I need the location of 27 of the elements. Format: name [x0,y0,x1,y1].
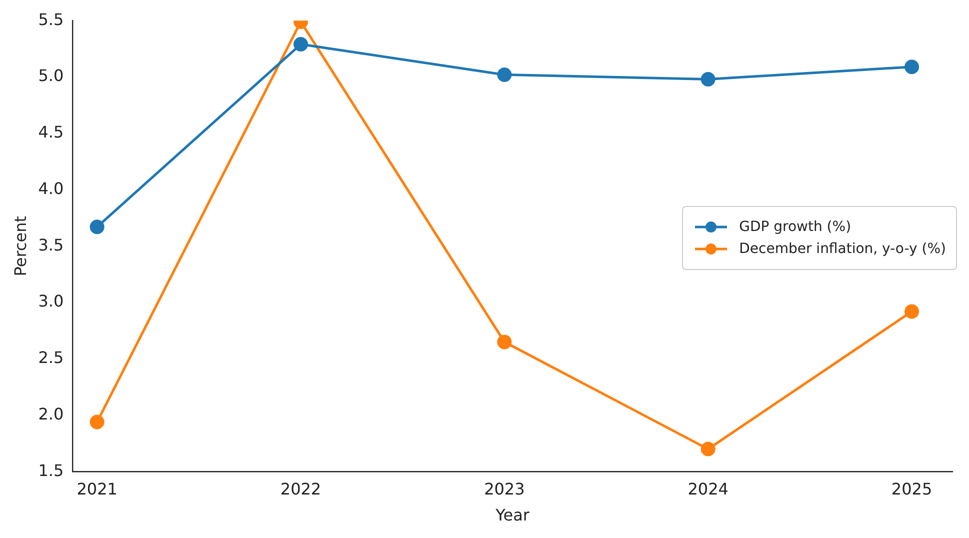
y-tick-label: 2.5 [38,348,64,368]
x-axis-title: Year [494,506,530,525]
point [700,442,716,456]
y-tick-label: 3.5 [38,235,64,254]
point [904,60,920,74]
legend-label: December inflation, y-o-y (%) [739,241,946,258]
y-axis-title: Percent [10,216,30,276]
x-tick-label: 2022 [280,479,322,498]
point [294,37,308,52]
y-tick-label: 4.0 [38,178,64,198]
point [700,72,716,86]
point [497,334,512,350]
y-tick-label: 5.5 [38,10,64,29]
x-tick-label: 2024 [688,479,728,498]
y-tick-label: 5.0 [38,66,64,86]
y-tick-label: 2.0 [38,404,64,424]
y-tick-label: 3.0 [38,292,64,311]
y-tick-label: 1.5 [38,460,64,480]
point [90,414,104,430]
point [904,304,920,319]
x-tick-label: 2021 [76,479,118,498]
point [90,220,104,234]
legend-label: GDP growth (%) [739,219,852,236]
point [497,67,512,82]
x-tick-label: 2025 [891,479,932,498]
x-tick-label: 2023 [484,479,525,498]
y-tick-label: 4.5 [38,122,64,142]
